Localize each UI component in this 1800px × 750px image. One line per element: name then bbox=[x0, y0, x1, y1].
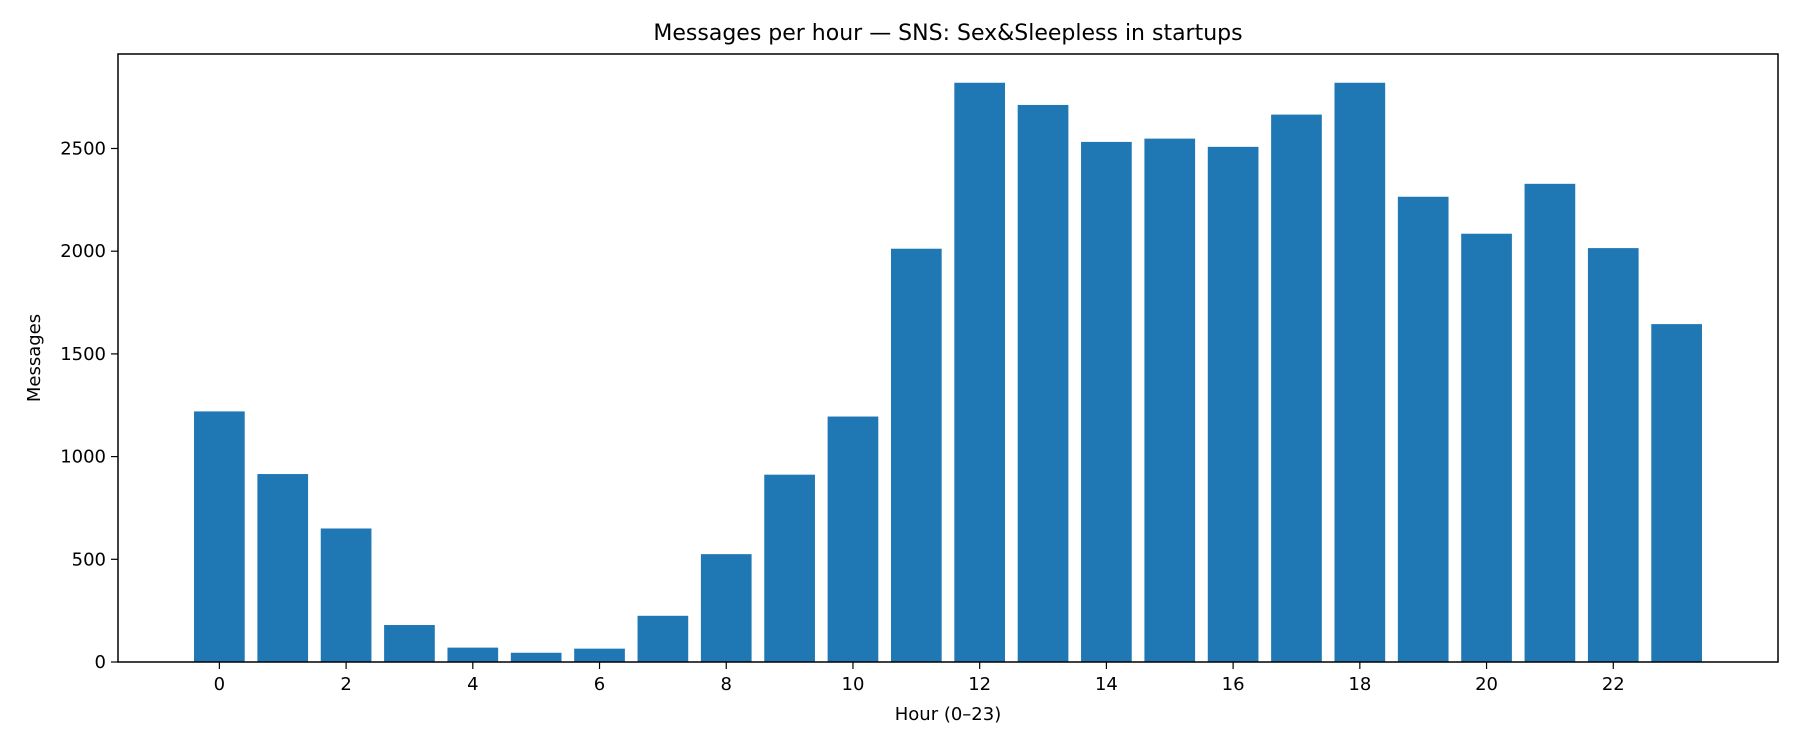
x-tick-label: 4 bbox=[467, 674, 478, 695]
chart-title: Messages per hour — SNS: Sex&Sleepless i… bbox=[653, 21, 1242, 46]
bar-hour-9 bbox=[764, 474, 815, 662]
x-tick-label: 12 bbox=[968, 674, 991, 695]
x-tick-label: 14 bbox=[1095, 674, 1118, 695]
x-tick-label: 18 bbox=[1348, 674, 1371, 695]
y-tick-label: 2000 bbox=[60, 241, 106, 262]
x-tick-label: 0 bbox=[214, 674, 225, 695]
x-tick-label: 20 bbox=[1475, 674, 1498, 695]
y-tick-label: 1500 bbox=[60, 344, 106, 365]
bars-group bbox=[194, 82, 1702, 663]
y-tick-label: 2500 bbox=[60, 138, 106, 159]
y-tick-label: 500 bbox=[72, 549, 106, 570]
x-tick-label: 8 bbox=[721, 674, 732, 695]
bar-hour-6 bbox=[574, 648, 625, 662]
y-tick-label: 0 bbox=[95, 652, 106, 673]
bar-hour-17 bbox=[1271, 114, 1322, 662]
bar-hour-12 bbox=[954, 82, 1006, 662]
x-tick-label: 22 bbox=[1602, 674, 1625, 695]
y-tick-label: 1000 bbox=[60, 447, 106, 468]
bar-hour-16 bbox=[1207, 146, 1259, 662]
bar-hour-14 bbox=[1081, 141, 1132, 662]
x-axis-label: Hour (0–23) bbox=[895, 704, 1001, 725]
x-tick-label: 16 bbox=[1222, 674, 1245, 695]
bar-hour-3 bbox=[384, 625, 435, 662]
bar-hour-19 bbox=[1397, 196, 1449, 662]
bar-hour-0 bbox=[194, 411, 245, 662]
y-axis-ticks: 0 500 1000 1500 2000 2500 bbox=[60, 138, 118, 673]
x-tick-label: 6 bbox=[594, 674, 605, 695]
bar-hour-22 bbox=[1587, 248, 1639, 663]
bar-hour-21 bbox=[1524, 183, 1576, 662]
bar-hour-2 bbox=[320, 528, 372, 662]
bar-hour-18 bbox=[1334, 82, 1386, 662]
bar-hour-13 bbox=[1017, 104, 1069, 662]
bar-hour-7 bbox=[637, 615, 689, 662]
bar-hour-1 bbox=[257, 474, 309, 662]
x-tick-label: 2 bbox=[340, 674, 351, 695]
bar-hour-20 bbox=[1461, 233, 1512, 662]
bar-hour-10 bbox=[827, 416, 879, 662]
bar-hour-23 bbox=[1651, 324, 1702, 662]
bar-hour-15 bbox=[1144, 138, 1196, 663]
bar-hour-4 bbox=[447, 647, 499, 662]
bar-hour-8 bbox=[700, 554, 752, 662]
y-axis-label: Messages bbox=[24, 314, 45, 402]
x-axis-ticks: 0 2 4 6 8 10 12 14 16 18 20 22 bbox=[214, 662, 1625, 695]
x-tick-label: 10 bbox=[842, 674, 865, 695]
bar-hour-5 bbox=[510, 652, 562, 662]
bar-hour-11 bbox=[890, 248, 942, 663]
plot-frame bbox=[117, 53, 1779, 663]
